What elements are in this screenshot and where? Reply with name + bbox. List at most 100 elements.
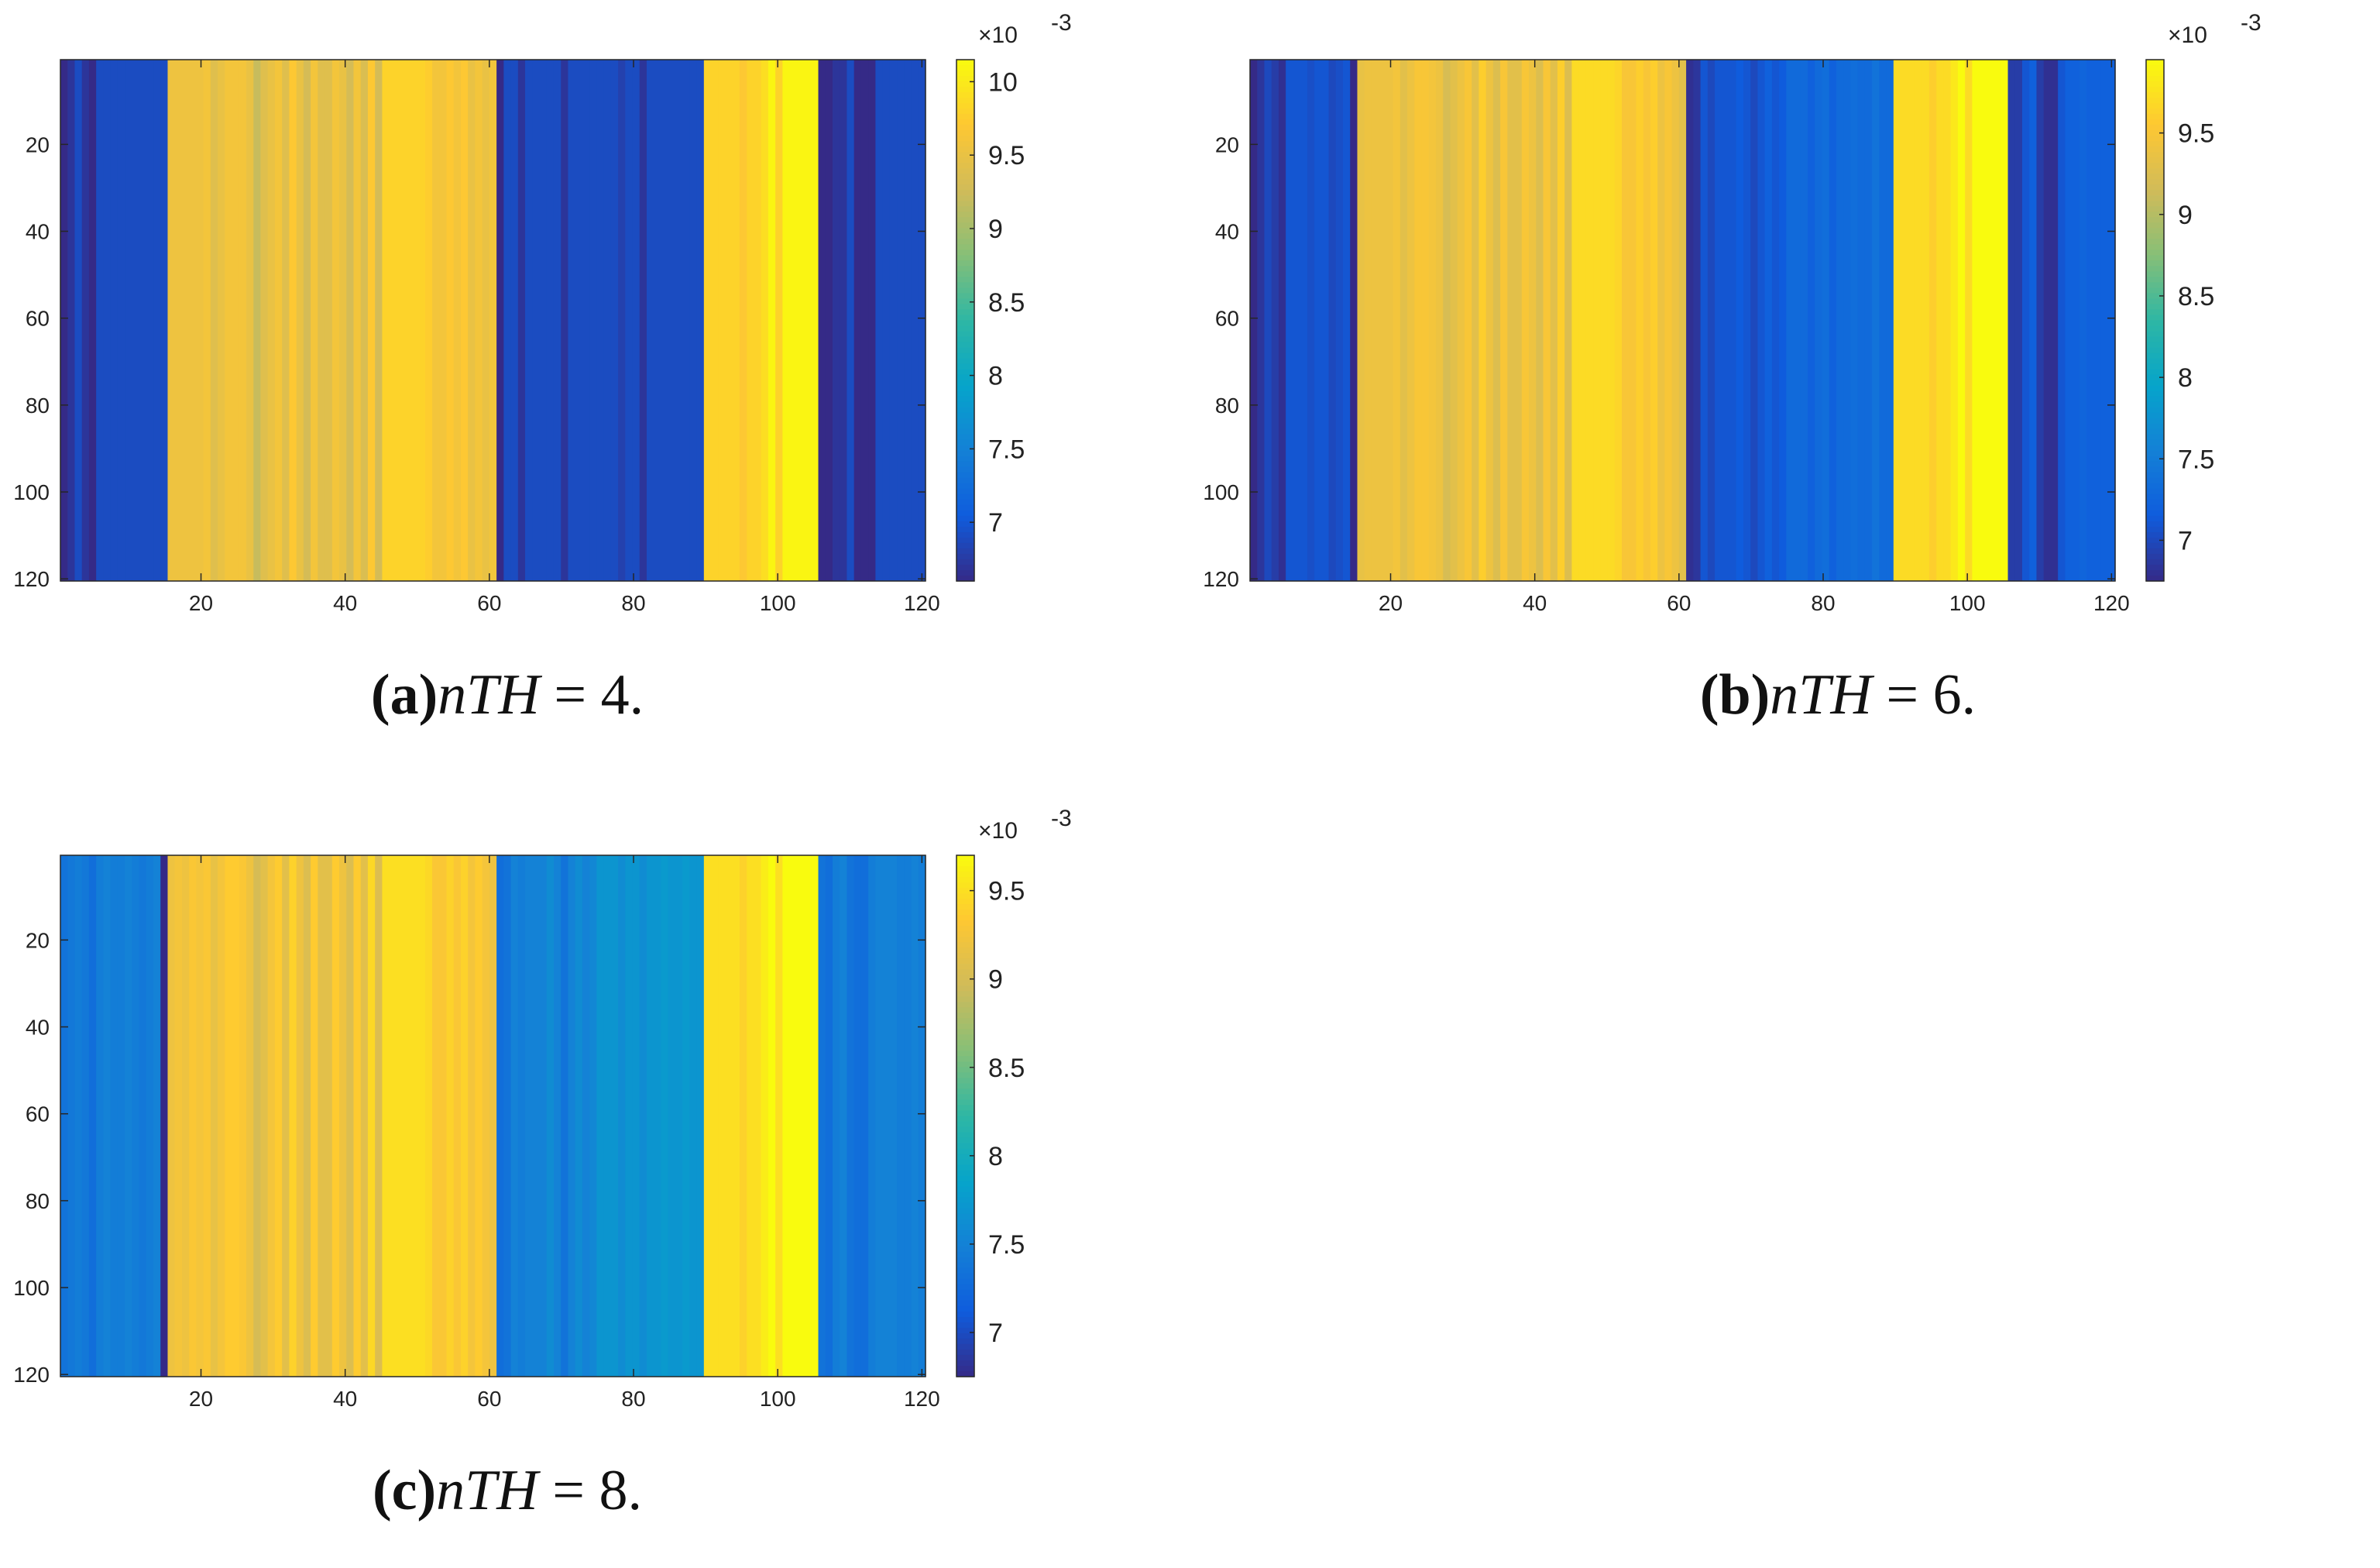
heatmap-column <box>203 855 211 1377</box>
colorbar-segment <box>2146 493 2164 500</box>
heatmap-column <box>67 60 76 581</box>
heatmap-column <box>747 60 755 581</box>
y-tick-label: 20 <box>1215 132 1239 156</box>
heatmap-column <box>274 855 283 1377</box>
y-tick-label: 20 <box>26 132 50 156</box>
colorbar-segment <box>956 991 974 997</box>
heatmap-column <box>603 60 612 581</box>
heatmap-column <box>804 855 812 1377</box>
colorbar-segment <box>956 206 974 212</box>
colorbar-segment <box>956 439 974 446</box>
heatmap-column <box>439 855 448 1377</box>
colorbar-tick-label: 10 <box>988 67 1018 97</box>
heatmap-column <box>1443 60 1451 581</box>
colorbar-segment <box>2146 569 2164 576</box>
colorbar-segment <box>956 222 974 229</box>
colorbar-segment <box>956 1284 974 1291</box>
x-tick-label: 120 <box>904 591 940 615</box>
heatmap-column <box>789 60 798 581</box>
heatmap-column <box>775 60 783 581</box>
colorbar-segment <box>956 1002 974 1008</box>
colorbar-tick-label: 9.5 <box>988 141 1025 170</box>
heatmap-column <box>1457 60 1465 581</box>
colorbar-segment <box>956 401 974 408</box>
colorbar-segment <box>956 1099 974 1106</box>
heatmap-column <box>561 855 569 1377</box>
colorbar-segment <box>956 260 974 266</box>
y-tick-label: 40 <box>26 1016 50 1040</box>
colorbar-segment <box>956 1305 974 1312</box>
colorbar-segment <box>956 1083 974 1090</box>
heatmap-column <box>1757 60 1766 581</box>
heatmap-column <box>889 60 898 581</box>
x-tick-label: 60 <box>477 1387 501 1411</box>
heatmap-column <box>2072 60 2080 581</box>
heatmap-column <box>196 855 204 1377</box>
colorbar-segment <box>956 1246 974 1253</box>
heatmap-column <box>289 855 297 1377</box>
colorbar-tick-label: 8.5 <box>988 1054 1025 1083</box>
heatmap-column <box>918 60 926 581</box>
colorbar-segment <box>956 904 974 910</box>
colorbar-segment <box>2146 542 2164 549</box>
heatmap-column <box>375 60 383 581</box>
heatmap-column <box>496 60 504 581</box>
colorbar-segment <box>956 1343 974 1350</box>
colorbar-segment <box>2146 428 2164 435</box>
colorbar-segment <box>956 564 974 571</box>
x-tick-label: 80 <box>621 591 645 615</box>
heatmap-column <box>1357 60 1365 581</box>
colorbar-segment <box>956 1240 974 1247</box>
colorbar-segment <box>956 390 974 397</box>
heatmap-column <box>1722 60 1730 581</box>
colorbar-segment <box>956 1126 974 1133</box>
heatmap-column <box>1257 60 1266 581</box>
colorbar-segment <box>2146 119 2164 126</box>
colorbar-segment <box>2146 277 2164 284</box>
heatmap-column <box>503 60 512 581</box>
colorbar-segment <box>956 347 974 354</box>
heatmap-column <box>1643 60 1651 581</box>
heatmap-column <box>747 855 755 1377</box>
heatmap-column <box>160 60 169 581</box>
colorbar-segment <box>956 985 974 992</box>
colorbar-segment <box>2146 358 2164 365</box>
x-tick-label: 20 <box>1379 591 1403 615</box>
colorbar-segment <box>2146 239 2164 245</box>
heatmap-column <box>897 60 905 581</box>
colorbar-segment <box>2146 521 2164 528</box>
heatmap-column <box>768 855 776 1377</box>
colorbar-segment <box>956 1121 974 1128</box>
colorbar-tick-label: 7.5 <box>988 1230 1025 1260</box>
heatmap-column <box>825 855 833 1377</box>
heatmap-column <box>718 855 726 1377</box>
colorbar-segment <box>2146 390 2164 397</box>
heatmap-column <box>453 855 462 1377</box>
x-tick-label: 100 <box>760 1387 796 1411</box>
colorbar-segment <box>2146 195 2164 201</box>
heatmap-column <box>589 60 597 581</box>
colorbar-segment <box>956 1332 974 1339</box>
y-tick-label: 120 <box>13 567 50 591</box>
heatmap-column <box>460 60 469 581</box>
heatmap-column <box>139 855 147 1377</box>
colorbar-segment <box>956 1013 974 1019</box>
heatmap-column <box>2100 60 2109 581</box>
colorbar-segment <box>956 320 974 327</box>
colorbar-segment <box>956 472 974 479</box>
colorbar-segment <box>2146 504 2164 511</box>
colorbar-segment <box>956 179 974 185</box>
heatmap-column <box>582 855 590 1377</box>
heatmap-column <box>789 855 798 1377</box>
heatmap-column <box>596 60 605 581</box>
colorbar-segment <box>2146 130 2164 136</box>
colorbar-segment <box>956 493 974 500</box>
colorbar-segment <box>956 1322 974 1329</box>
heatmap-column <box>1478 60 1487 581</box>
colorbar-segment <box>2146 553 2164 560</box>
heatmap-column <box>260 855 269 1377</box>
heatmap-column <box>496 855 504 1377</box>
heatmap-column <box>618 60 626 581</box>
heatmap-column <box>260 60 269 581</box>
colorbar-segment <box>956 255 974 261</box>
